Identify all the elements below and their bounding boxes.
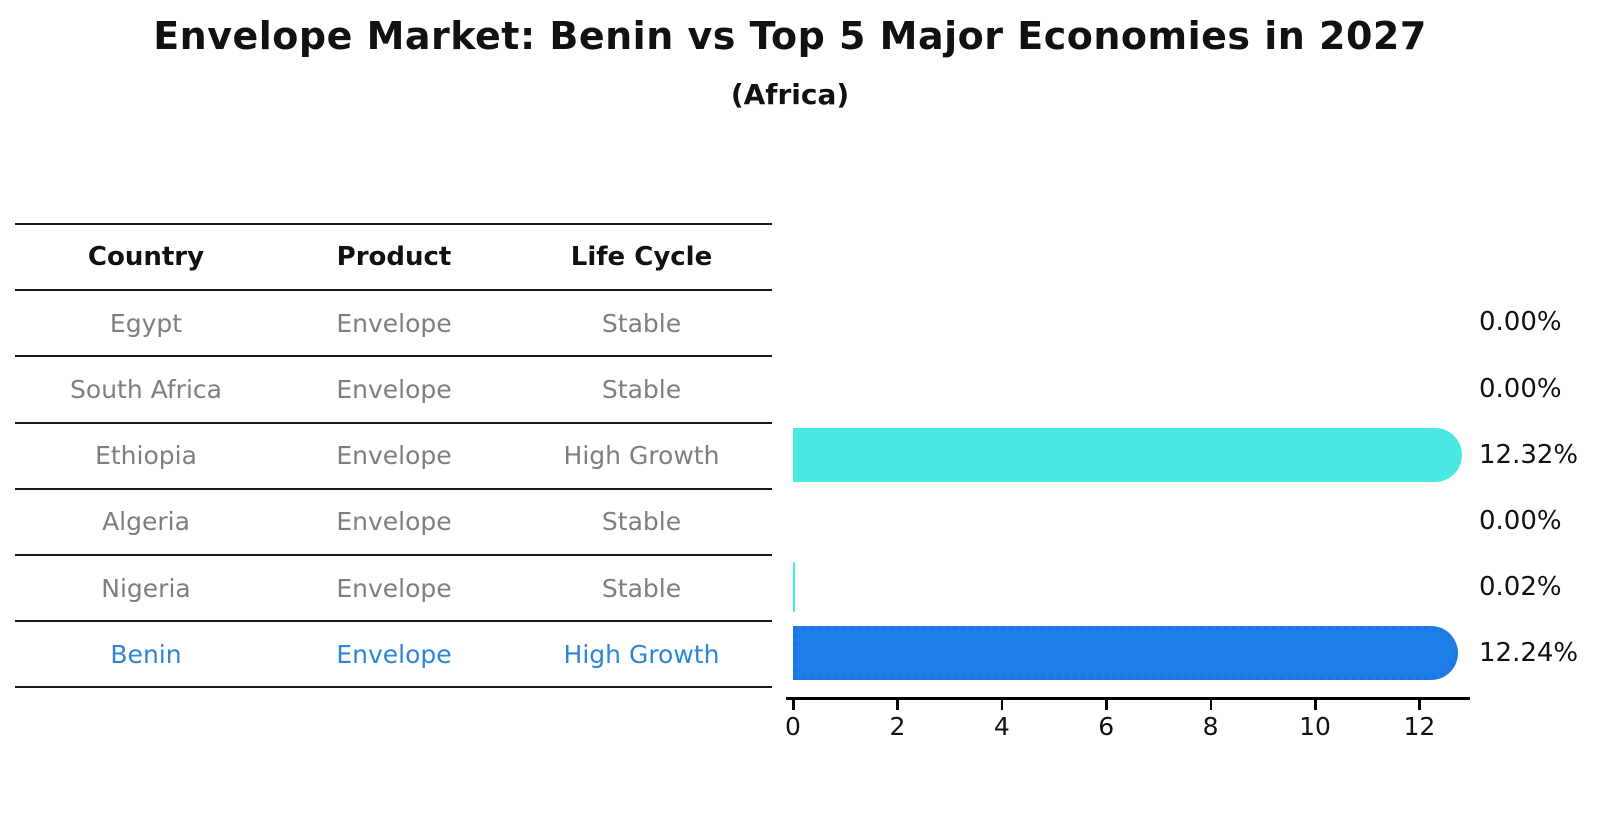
cell-country: South Africa	[70, 374, 222, 404]
table-row-south-africa: South Africa Envelope Stable	[15, 355, 772, 421]
value-label-south-africa: 0.00%	[1479, 373, 1562, 404]
x-tick-label-2: 2	[889, 712, 906, 741]
x-tick-mark	[1418, 699, 1421, 710]
cell-life-cycle: Stable	[601, 507, 682, 537]
x-tick-mark	[1209, 699, 1213, 710]
cell-product: Envelope	[336, 507, 452, 537]
cell-life-cycle: High Growth	[563, 441, 720, 471]
cell-product: Envelope	[336, 639, 452, 669]
x-tick-label-10: 10	[1299, 712, 1331, 741]
cell-country: Algeria	[102, 507, 190, 537]
column-header-product: Product	[336, 242, 452, 273]
bar-benin	[793, 626, 1458, 681]
country-table: Country Product Life Cycle Egypt Envelope…	[15, 223, 772, 689]
value-label-algeria: 0.00%	[1479, 505, 1562, 536]
column-header-country: Country	[87, 242, 205, 273]
cell-country: Egypt	[109, 308, 183, 338]
x-tick-label-12: 12	[1403, 712, 1436, 741]
cell-product: Envelope	[336, 441, 452, 471]
chart-subtitle: (Africa)	[730, 78, 850, 111]
x-tick-mark	[1105, 699, 1108, 710]
cell-country: Ethiopia	[95, 441, 197, 471]
x-axis-line	[786, 697, 1470, 700]
x-tick-mark	[1000, 699, 1004, 710]
value-label-benin: 12.24%	[1479, 638, 1579, 669]
x-tick-label-4: 4	[993, 712, 1010, 741]
value-label-ethiopia: 12.32%	[1479, 439, 1579, 470]
x-tick-mark	[896, 699, 899, 710]
cell-country: Nigeria	[101, 573, 191, 603]
cell-life-cycle: Stable	[601, 374, 682, 404]
column-header-life-cycle: Life Cycle	[570, 242, 713, 273]
table-row-egypt: Egypt Envelope Stable	[15, 289, 772, 355]
table-body: Egypt Envelope Stable South Africa Envelope S…	[15, 289, 772, 686]
cell-life-cycle: Stable	[601, 573, 682, 603]
x-tick-mark	[1314, 699, 1317, 710]
cell-product: Envelope	[336, 308, 452, 338]
x-tick-mark	[792, 699, 795, 710]
table-header-row: Country Product Life Cycle	[15, 223, 772, 289]
table-row-algeria: Algeria Envelope Stable	[15, 487, 772, 554]
table-row-ethiopia: Ethiopia Envelope High Growth	[15, 421, 772, 488]
table-row-nigeria: Nigeria Envelope Stable	[15, 553, 772, 620]
x-tick-label-8: 8	[1202, 712, 1219, 741]
cell-life-cycle: Stable	[601, 308, 682, 338]
chart-title: Envelope Market: Benin vs Top 5 Major Ec…	[153, 14, 1427, 58]
cell-country: Benin	[110, 639, 182, 669]
value-label-egypt: 0.00%	[1479, 307, 1562, 338]
x-tick-label-0: 0	[785, 712, 801, 741]
bar-nigeria	[793, 562, 795, 613]
cell-product: Envelope	[336, 374, 452, 404]
x-tick-label-6: 6	[1098, 712, 1115, 741]
value-label-nigeria: 0.02%	[1479, 572, 1562, 603]
cell-life-cycle: High Growth	[563, 639, 720, 669]
table-row-benin: Benin Envelope High Growth	[15, 620, 772, 686]
cell-product: Envelope	[336, 573, 452, 603]
bar-ethiopia	[793, 427, 1463, 482]
